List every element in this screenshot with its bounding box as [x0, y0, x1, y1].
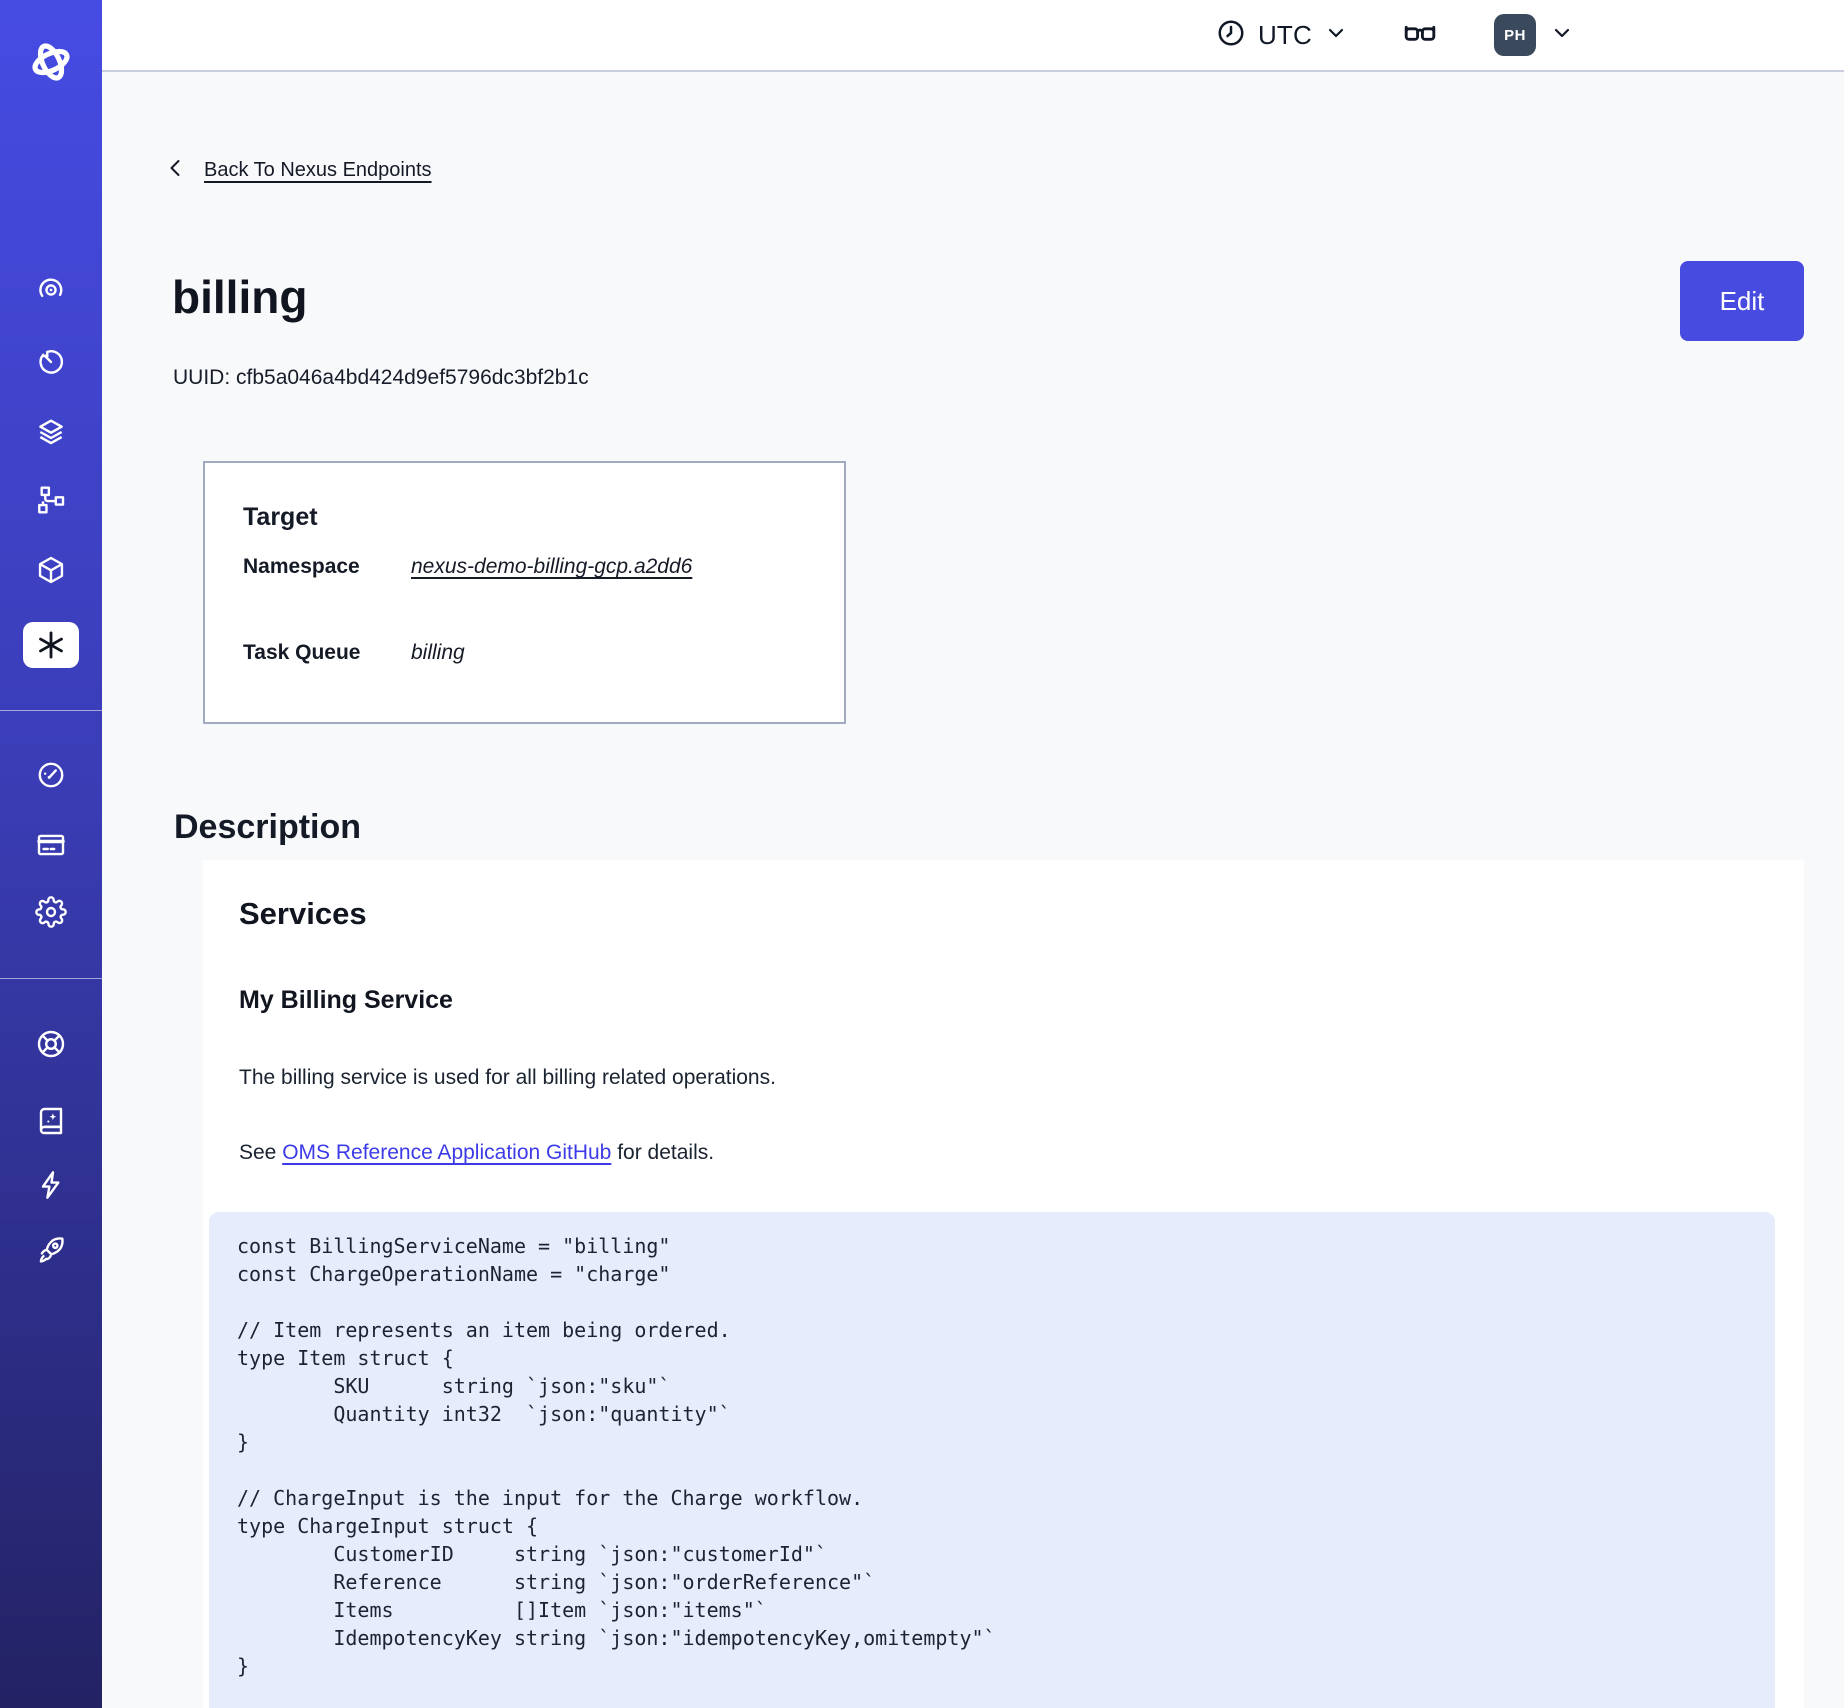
namespace-link[interactable]: nexus-demo-billing-gcp.a2dd6 [411, 555, 693, 578]
workflows-icon [35, 274, 67, 306]
docs-book-icon [35, 1105, 67, 1137]
sidebar-item-usage[interactable] [23, 752, 79, 798]
sidebar-divider [0, 978, 102, 979]
namespaces-icon [35, 554, 67, 586]
billing-card-icon [35, 829, 67, 861]
settings-gear-icon [35, 896, 67, 928]
sidebar-item-namespaces[interactable] [23, 547, 79, 593]
sidebar-item-settings[interactable] [23, 889, 79, 935]
topbar: UTC PH [102, 0, 1844, 72]
deployments-icon [35, 416, 67, 448]
target-card-title: Target [243, 503, 318, 531]
sidebar-item-nexus[interactable] [23, 622, 79, 668]
avatar: PH [1494, 14, 1536, 56]
schedules-icon [35, 346, 67, 378]
batch-operations-icon [35, 484, 67, 516]
page-title: billing [172, 271, 308, 323]
code-content: const BillingServiceName = "billing" con… [237, 1234, 996, 1678]
support-lifebuoy-icon [35, 1028, 67, 1060]
edit-button[interactable]: Edit [1680, 261, 1804, 341]
task-queue-label: Task Queue [243, 641, 361, 664]
sidebar-item-billing[interactable] [23, 822, 79, 868]
getting-started-rocket-icon [35, 1234, 67, 1266]
service-reference-text: See OMS Reference Application GitHub for… [239, 1141, 714, 1165]
sidebar-item-schedules[interactable] [23, 339, 79, 385]
see-prefix: See [239, 1141, 283, 1164]
feedback-lightning-icon [35, 1169, 67, 1201]
sidebar [0, 0, 102, 1708]
sidebar-item-batch-operations[interactable] [23, 477, 79, 523]
back-to-nexus-endpoints-link[interactable]: Back To Nexus Endpoints [164, 156, 432, 185]
sidebar-item-deployments[interactable] [23, 409, 79, 455]
glasses-icon [1402, 15, 1438, 56]
main-content: Back To Nexus Endpoints billing Edit UUI… [102, 72, 1844, 1708]
nexus-icon [34, 628, 68, 662]
service-description-text: The billing service is used for all bill… [239, 1066, 776, 1089]
labs-mode-button[interactable] [1402, 15, 1438, 56]
back-link-label: Back To Nexus Endpoints [204, 159, 432, 181]
description-heading: Description [174, 808, 362, 846]
oms-reference-link[interactable]: OMS Reference Application GitHub [282, 1141, 612, 1164]
sidebar-item-docs[interactable] [23, 1098, 79, 1144]
namespace-label: Namespace [243, 555, 360, 578]
user-menu[interactable]: PH [1494, 14, 1574, 56]
chevron-down-icon [1324, 21, 1348, 50]
chevron-down-icon [1550, 21, 1574, 50]
clock-icon [1216, 18, 1246, 53]
see-suffix: for details. [611, 1141, 715, 1164]
description-card: Services My Billing Service The billing … [203, 860, 1804, 1708]
code-block: const BillingServiceName = "billing" con… [209, 1212, 1775, 1708]
temporal-logo[interactable] [23, 36, 79, 88]
task-queue-value: billing [411, 641, 465, 664]
service-name-heading: My Billing Service [239, 986, 453, 1014]
sidebar-item-feedback[interactable] [23, 1162, 79, 1208]
timezone-label: UTC [1257, 19, 1312, 50]
sidebar-item-getting-started[interactable] [23, 1227, 79, 1273]
uuid-text: UUID: cfb5a046a4bd424d9ef5796dc3bf2b1c [173, 366, 589, 389]
timezone-picker[interactable]: UTC [1216, 18, 1348, 53]
usage-gauge-icon [35, 759, 67, 791]
chevron-left-icon [164, 156, 188, 185]
target-card: Target Namespace nexus-demo-billing-gcp.… [203, 461, 846, 724]
sidebar-divider [0, 710, 102, 711]
sidebar-item-workflows[interactable] [23, 267, 79, 313]
sidebar-item-support[interactable] [23, 1021, 79, 1067]
services-heading: Services [239, 896, 367, 931]
